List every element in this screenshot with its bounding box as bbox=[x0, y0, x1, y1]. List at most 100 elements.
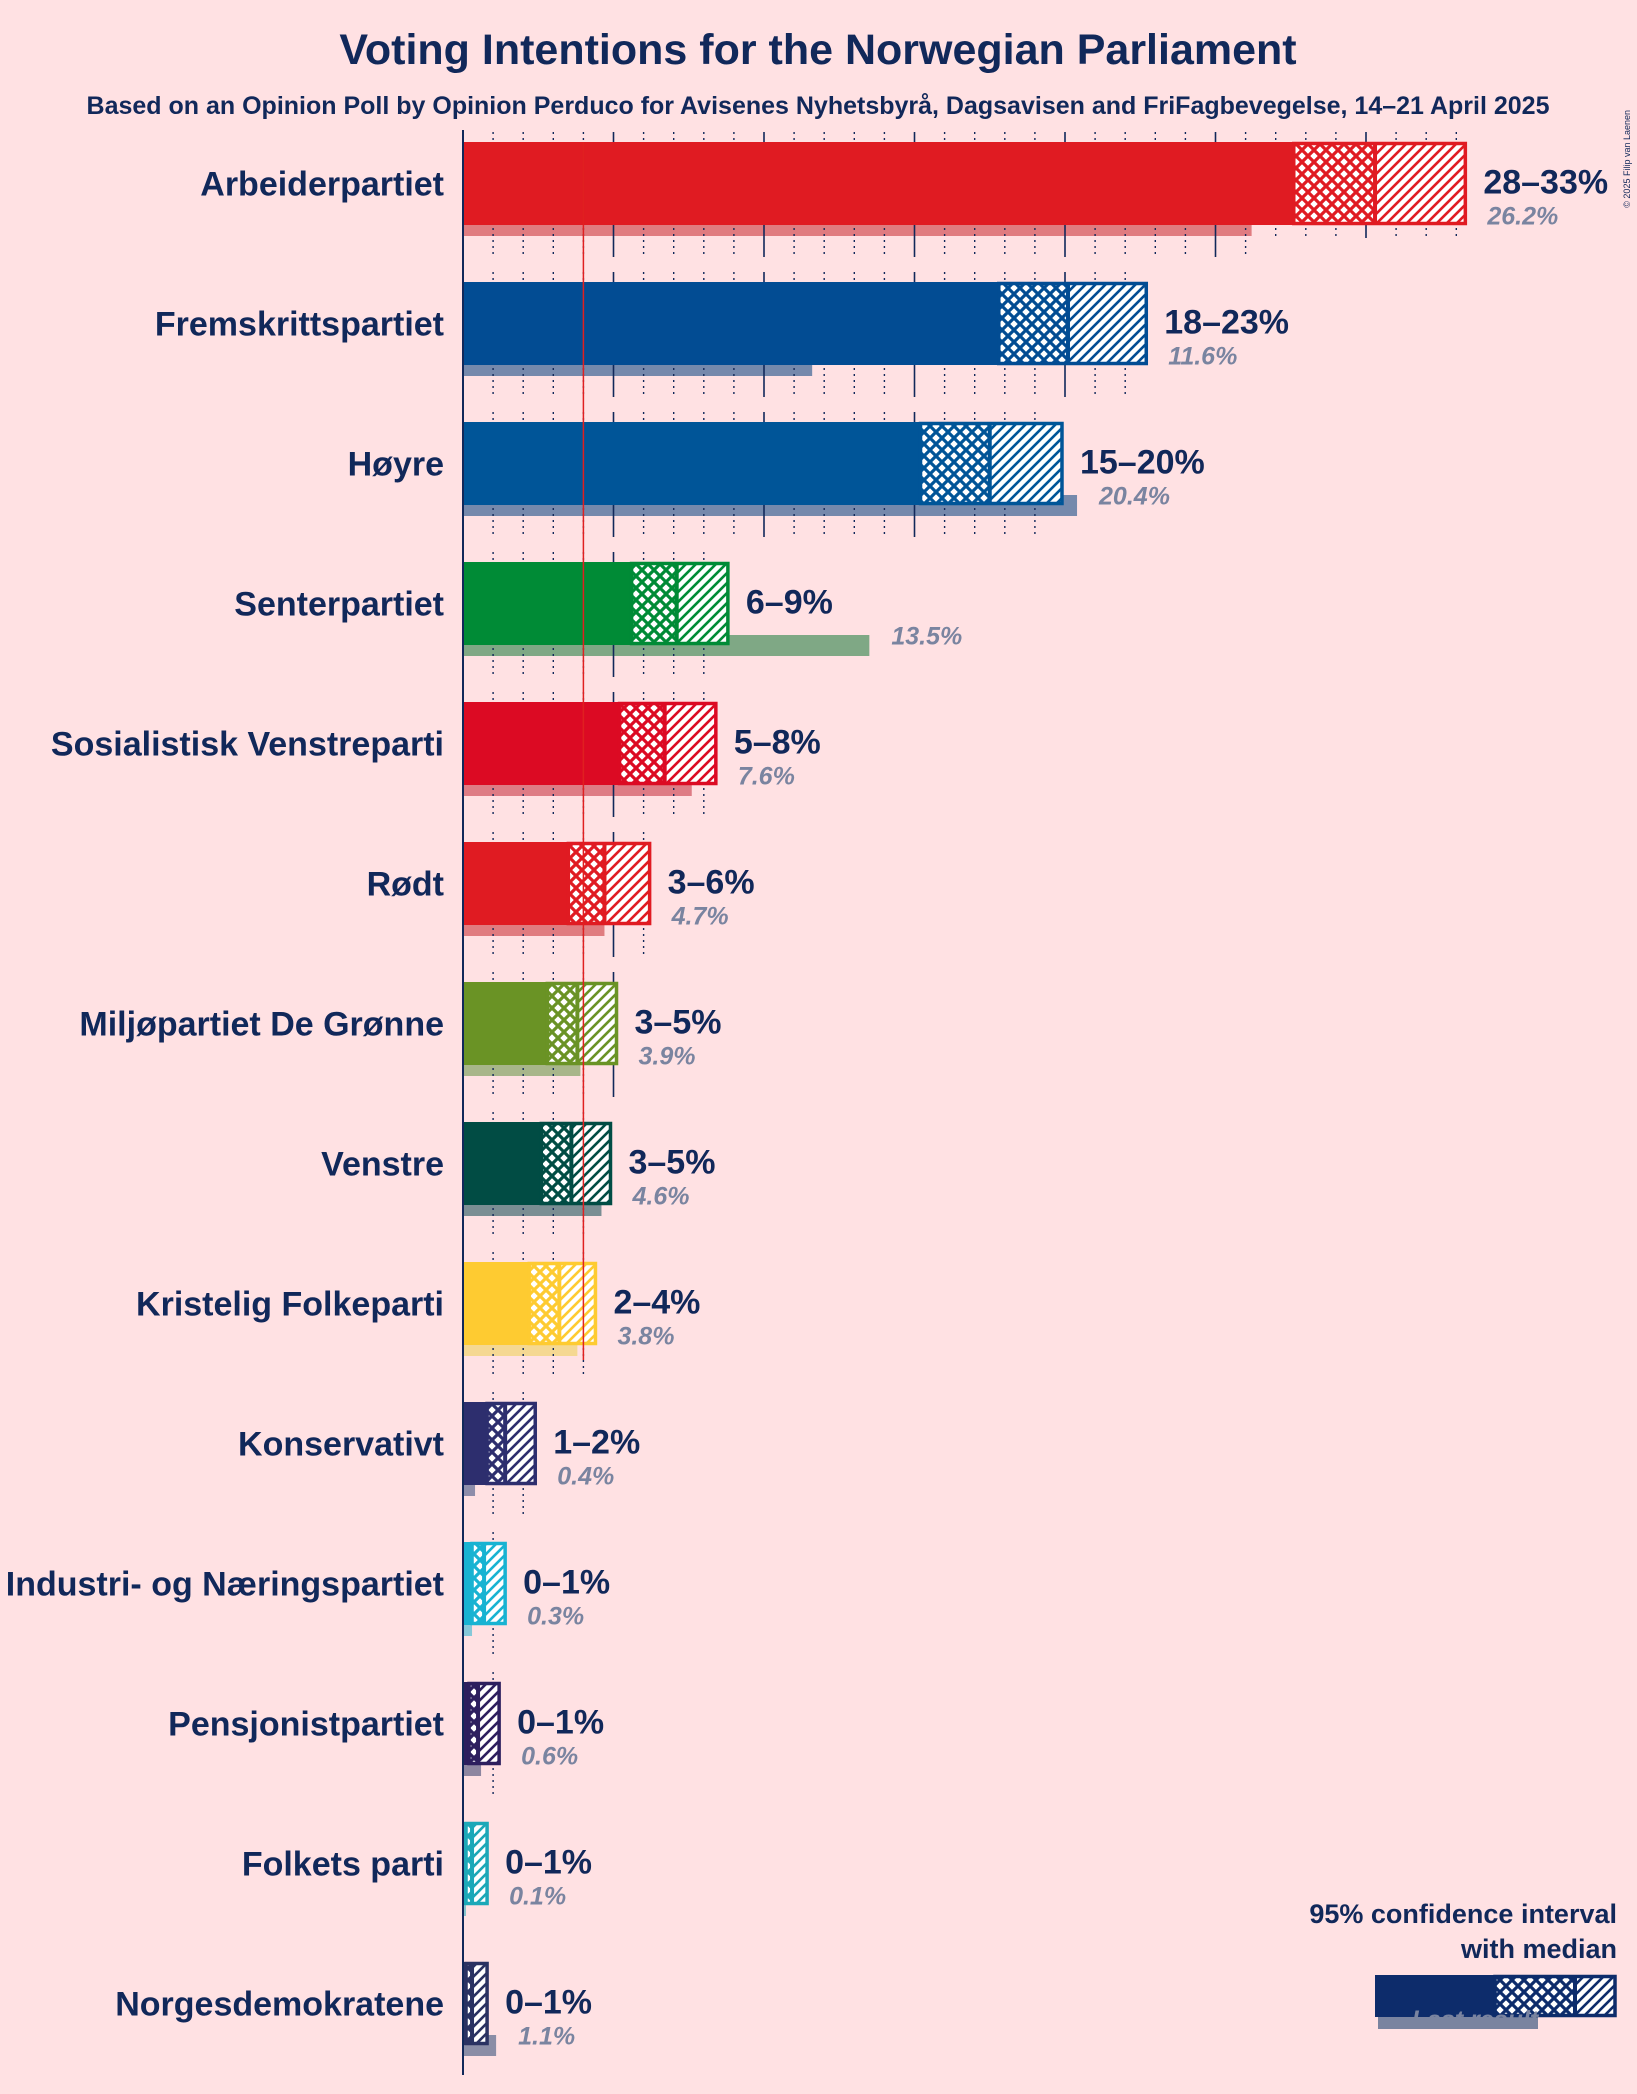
last-result-label: 0.3% bbox=[527, 1603, 584, 1631]
party-name: Konservativt bbox=[238, 1426, 444, 1464]
last-result-label: 0.1% bbox=[509, 1883, 566, 1911]
ci-outline bbox=[566, 841, 652, 926]
range-label: 0–1% bbox=[505, 1984, 592, 2022]
legend-last-result: Last result bbox=[1412, 2006, 1540, 2034]
ci-lower-crosshatch bbox=[487, 1402, 506, 1485]
ci-upper-hatch bbox=[484, 1542, 506, 1625]
ci-solid-bar bbox=[463, 1402, 488, 1485]
range-label: 6–9% bbox=[746, 584, 833, 622]
range-label: 2–4% bbox=[613, 1284, 700, 1322]
party-row: Norgesdemokratene 0–1%1.1% bbox=[115, 1961, 592, 2056]
ci-outline bbox=[464, 1961, 489, 2046]
ci-lower-crosshatch bbox=[466, 1962, 473, 2045]
ci-lower-crosshatch bbox=[920, 422, 990, 505]
last-result-label: 13.5% bbox=[891, 623, 962, 651]
last-result-bar bbox=[463, 1615, 473, 1636]
party-row: Miljøpartiet De Grønne 3–5%3.9% bbox=[79, 972, 721, 1097]
ci-upper-hatch bbox=[478, 1682, 500, 1765]
party-row: Arbeiderpartiet 28–33%26.2% bbox=[200, 132, 1608, 257]
ci-upper-hatch bbox=[1375, 142, 1466, 225]
last-result-label: 26.2% bbox=[1486, 203, 1558, 231]
ci-solid-bar bbox=[463, 982, 548, 1065]
ci-outline bbox=[527, 1261, 598, 1346]
party-name: Høyre bbox=[348, 446, 444, 484]
ci-upper-hatch bbox=[676, 562, 728, 645]
ci-outline bbox=[545, 981, 619, 1066]
ci-upper-hatch bbox=[989, 422, 1062, 505]
party-row: Konservativt 1–2%0.4% bbox=[238, 1392, 640, 1517]
ci-outline bbox=[997, 281, 1149, 366]
last-result-label: 0.4% bbox=[557, 1463, 614, 1491]
range-label: 0–1% bbox=[523, 1564, 610, 1602]
last-result-label: 3.9% bbox=[639, 1043, 696, 1071]
last-result-label: 0.6% bbox=[521, 1743, 578, 1771]
chart-title: Voting Intentions for the Norwegian Parl… bbox=[339, 26, 1296, 74]
ci-lower-crosshatch bbox=[469, 1682, 479, 1765]
range-label: 28–33% bbox=[1483, 164, 1608, 202]
legend-swatch bbox=[1375, 1974, 1617, 2029]
ci-lower-crosshatch bbox=[998, 282, 1069, 365]
party-name: Pensjonistpartiet bbox=[168, 1706, 444, 1744]
ci-outline bbox=[617, 701, 718, 786]
ci-solid-bar bbox=[463, 562, 632, 645]
party-name: Industri- og Næringspartiet bbox=[6, 1566, 444, 1604]
range-label: 1–2% bbox=[553, 1424, 640, 1462]
party-name: Senterpartiet bbox=[234, 586, 444, 624]
last-result-bar bbox=[463, 1895, 467, 1916]
ci-upper-hatch bbox=[664, 702, 716, 785]
ci-lower-crosshatch bbox=[466, 1822, 473, 1905]
ci-upper-hatch bbox=[604, 842, 650, 925]
party-row: Venstre 3–5%4.6% bbox=[321, 1112, 715, 1237]
legend-outline bbox=[1493, 1974, 1617, 2018]
range-label: 0–1% bbox=[517, 1704, 604, 1742]
party-name: Rødt bbox=[367, 866, 444, 904]
party-name: Norgesdemokratene bbox=[115, 1986, 444, 2024]
ci-upper-hatch bbox=[472, 1822, 488, 1905]
ci-solid-bar bbox=[463, 142, 1294, 225]
last-result-label: 20.4% bbox=[1098, 483, 1170, 511]
chart-subtitle: Based on an Opinion Poll by Opinion Perd… bbox=[87, 92, 1550, 120]
range-label: 5–8% bbox=[734, 724, 821, 762]
ci-solid-bar bbox=[463, 1122, 542, 1205]
ci-solid-bar bbox=[463, 842, 569, 925]
ci-lower-crosshatch bbox=[547, 982, 578, 1065]
ci-solid-bar bbox=[463, 1542, 473, 1625]
legend-title-line2: with median bbox=[1460, 1934, 1617, 1964]
last-result-label: 11.6% bbox=[1168, 343, 1237, 371]
ci-solid-bar bbox=[463, 1262, 530, 1345]
range-label: 3–5% bbox=[635, 1004, 722, 1042]
ci-lower-crosshatch bbox=[472, 1542, 485, 1625]
party-name: Venstre bbox=[321, 1146, 444, 1184]
party-name: Folkets parti bbox=[242, 1846, 444, 1884]
party-row: Sosialistisk Venstreparti 5–8%7.6% bbox=[51, 692, 821, 817]
range-label: 18–23% bbox=[1164, 304, 1289, 342]
last-result-label: 4.6% bbox=[631, 1183, 689, 1211]
ci-lower-crosshatch bbox=[541, 1122, 572, 1205]
ci-upper-hatch bbox=[505, 1402, 536, 1485]
party-name: Kristelig Folkeparti bbox=[136, 1286, 444, 1324]
party-name: Sosialistisk Venstreparti bbox=[51, 726, 444, 764]
legend-title-line1: 95% confidence interval bbox=[1309, 1899, 1617, 1929]
legend-crosshatch bbox=[1495, 1975, 1575, 2017]
legend-solid-bar bbox=[1375, 1975, 1495, 2017]
ci-upper-hatch bbox=[1068, 282, 1147, 365]
legend-hatch bbox=[1575, 1975, 1615, 2017]
range-label: 0–1% bbox=[505, 1844, 592, 1882]
ci-solid-bar bbox=[463, 422, 921, 505]
party-row: Folkets parti 0–1%0.1% bbox=[242, 1821, 592, 1916]
ci-outline bbox=[539, 1121, 613, 1206]
ci-outline bbox=[470, 1541, 507, 1626]
last-result-label: 3.8% bbox=[617, 1323, 674, 1351]
ci-outline bbox=[1292, 141, 1468, 226]
ci-solid-bar bbox=[463, 702, 620, 785]
ci-lower-crosshatch bbox=[529, 1262, 560, 1345]
last-result-label: 1.1% bbox=[518, 2023, 575, 2051]
party-name: Miljøpartiet De Grønne bbox=[79, 1006, 444, 1044]
last-result-label: 4.7% bbox=[671, 903, 729, 931]
party-name: Fremskrittspartiet bbox=[155, 306, 444, 344]
ci-outline bbox=[629, 561, 730, 646]
legend: 95% confidence interval with median Last… bbox=[1309, 1899, 1617, 2034]
ci-outline bbox=[485, 1401, 537, 1486]
party-row: Fremskrittspartiet 18–23%11.6% bbox=[155, 272, 1289, 397]
